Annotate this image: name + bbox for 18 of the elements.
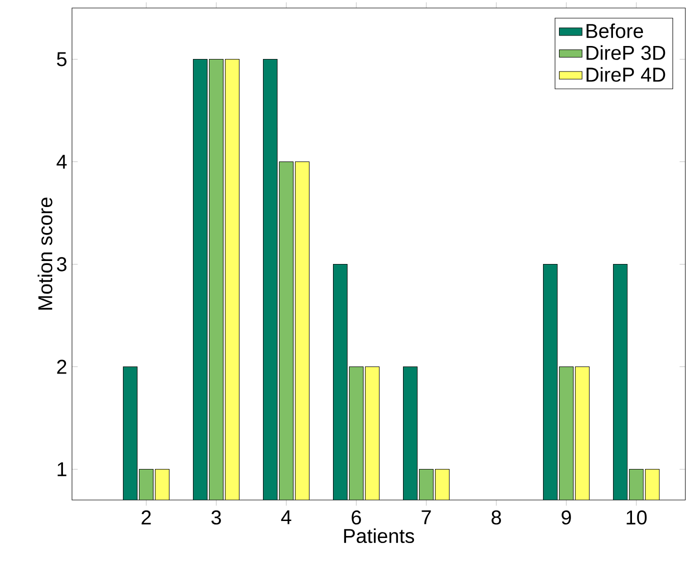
x-tick-label: 9 [562, 510, 571, 525]
y-tick-label: 3 [56, 257, 66, 272]
y-tick-label: 2 [57, 360, 66, 374]
x-tick-label: 6 [352, 510, 361, 525]
x-tick-label: 7 [422, 510, 431, 524]
legend-label: DireP 3D [586, 45, 666, 60]
x-tick-label: 8 [492, 510, 501, 525]
x-tick-label: 2 [142, 510, 151, 524]
y-tick-label: 1 [58, 462, 66, 476]
legend-label: DireP 4D [586, 67, 666, 82]
y-tick-label: 5 [56, 52, 66, 66]
x-tick-label: 3 [211, 510, 221, 525]
x-axis-title: Patients [344, 528, 414, 544]
y-tick-label: 4 [56, 154, 67, 169]
y-axis-title: Motion score [38, 198, 52, 310]
x-tick-label: 10 [626, 510, 647, 525]
x-tick-label: 4 [281, 510, 292, 524]
legend-label: Before [586, 23, 644, 38]
